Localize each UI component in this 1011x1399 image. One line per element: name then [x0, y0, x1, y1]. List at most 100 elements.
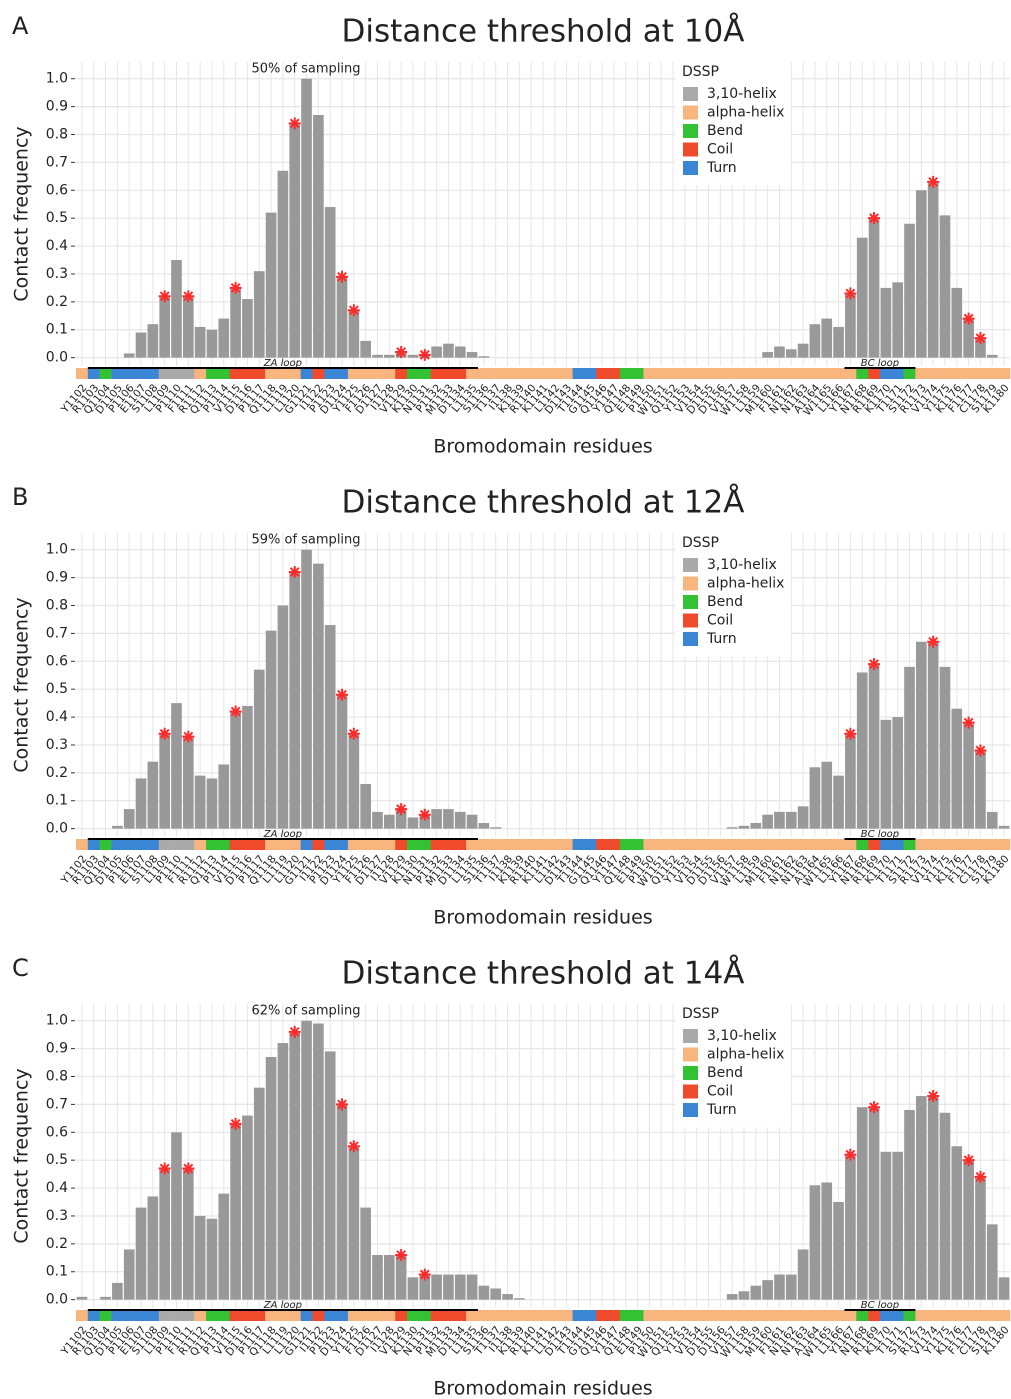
dssp-cell [584, 368, 597, 379]
bar [821, 1182, 833, 1300]
y-tick-label: 0.6 [46, 182, 68, 198]
star-marker [974, 332, 987, 345]
star-marker [182, 730, 195, 743]
bar [809, 767, 821, 829]
dssp-cell [324, 368, 337, 379]
bar [242, 1115, 253, 1300]
dssp-cell [619, 1310, 632, 1321]
bar [951, 287, 963, 358]
dssp-cell [477, 839, 491, 850]
bar [301, 1020, 312, 1300]
dssp-cell [430, 368, 443, 379]
dssp-cell [276, 368, 290, 379]
star-marker [395, 803, 408, 816]
bar [845, 733, 856, 829]
bar [809, 324, 821, 358]
star-marker [182, 1162, 195, 1175]
legend-title: DSSP [682, 1006, 719, 1022]
bar [726, 1294, 738, 1300]
star-marker [336, 688, 349, 701]
dssp-cell [395, 368, 408, 379]
dssp-cell [501, 1310, 514, 1321]
bar [324, 207, 336, 358]
dssp-cell [690, 1310, 703, 1321]
legend-label: Turn [706, 160, 737, 176]
dssp-cell [454, 368, 467, 379]
dssp-cell [466, 839, 479, 850]
dssp-cell [395, 839, 408, 850]
bar [927, 641, 939, 829]
dssp-cell [820, 368, 833, 379]
bar [336, 276, 348, 358]
bar [147, 1196, 159, 1300]
bar [182, 296, 194, 358]
bar [821, 318, 833, 358]
bar [821, 761, 833, 829]
bar [738, 1291, 750, 1300]
legend-swatch [683, 1029, 698, 1043]
bar [904, 223, 915, 358]
dssp-cell [87, 368, 100, 379]
dssp-cell [87, 839, 100, 850]
bar [975, 338, 986, 358]
legend-label: 3,10-helix [707, 86, 777, 102]
bar [159, 296, 170, 358]
dssp-cell [939, 1310, 952, 1321]
dssp-cell [548, 368, 562, 379]
dssp-cell [525, 368, 538, 379]
bar [785, 1274, 797, 1300]
dssp-cell [430, 1310, 443, 1321]
bar [856, 672, 868, 829]
dssp-cell [525, 1310, 538, 1321]
dssp-cell [371, 839, 384, 850]
dssp-cell [974, 368, 987, 379]
star-marker [288, 1025, 301, 1038]
dssp-cell [986, 368, 999, 379]
dssp-cell [832, 1310, 845, 1321]
star-marker [418, 1268, 431, 1281]
y-tick-label: 0.0 [46, 821, 68, 837]
bar [324, 1051, 336, 1300]
bar [253, 271, 265, 358]
bar [324, 625, 336, 829]
dssp-cell [525, 839, 538, 850]
dssp-cell [194, 1310, 207, 1321]
bar [478, 1285, 490, 1300]
dssp-cell [477, 368, 491, 379]
dssp-cell [596, 1310, 609, 1321]
bar [336, 694, 348, 829]
dssp-cell [974, 1310, 987, 1321]
bar [466, 814, 478, 829]
bar [880, 719, 892, 829]
bar [395, 1255, 407, 1300]
bar [313, 1023, 324, 1300]
dssp-cell [809, 1310, 822, 1321]
dssp-cell [288, 839, 301, 850]
dssp-cell [513, 368, 526, 379]
dssp-cell [643, 1310, 656, 1321]
y-tick-label: 0.1 [46, 793, 68, 809]
bar [182, 736, 194, 829]
dssp-cell [537, 368, 550, 379]
dssp-cell [99, 839, 112, 850]
bar [833, 1202, 844, 1300]
dssp-cell [962, 839, 975, 850]
dssp-cell [986, 1310, 999, 1321]
dssp-cell [560, 1310, 573, 1321]
bar [845, 293, 856, 358]
dssp-cell [903, 1310, 916, 1321]
panel-label: C [12, 954, 29, 982]
dssp-cell [430, 839, 443, 850]
bar [301, 78, 312, 358]
y-tick-label: 0.7 [46, 1096, 68, 1112]
bar [182, 1168, 194, 1300]
legend-swatch [683, 1047, 698, 1062]
dssp-cell [265, 1310, 278, 1321]
dssp-cell [667, 368, 680, 379]
dssp-cell [761, 368, 774, 379]
dssp-cell [111, 839, 124, 850]
bar [360, 1207, 371, 1300]
bar [313, 114, 324, 358]
dssp-cell [135, 839, 148, 850]
